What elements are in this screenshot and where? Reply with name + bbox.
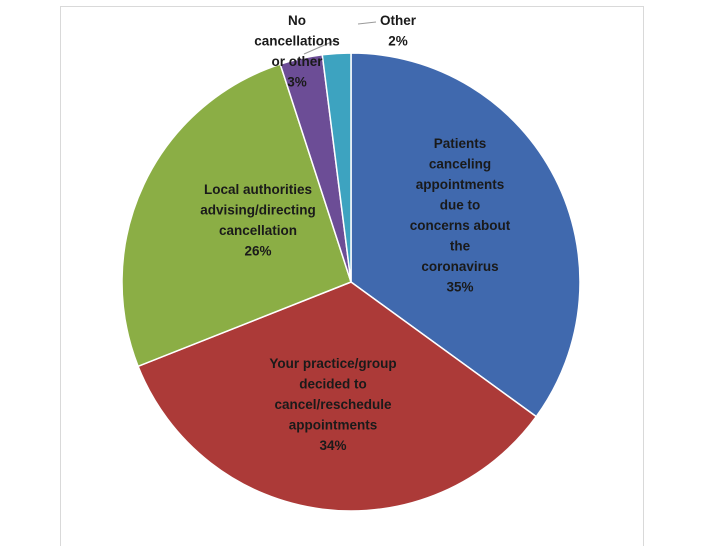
slice-label-line: concerns about — [410, 218, 511, 233]
slice-label-line: cancel/reschedule — [274, 397, 392, 412]
chart-frame — [60, 6, 644, 546]
slice-percent-2: 26% — [244, 244, 271, 259]
slice-labels: Patients canceling appointments due to conce… — [200, 13, 511, 453]
slice-label-line: Your practice/group — [269, 356, 396, 371]
slice-percent-1: 34% — [319, 438, 346, 453]
slice-label-line: due to — [440, 198, 481, 213]
slice-label-4: Other 2% — [380, 13, 417, 49]
slice-label-line: or other — [271, 54, 323, 69]
slice-label-line: Patients — [434, 136, 487, 151]
pie-slice-4 — [321, 52, 352, 283]
slice-label-line: decided to — [299, 377, 367, 392]
slice-percent-3: 3% — [287, 75, 307, 90]
pie-slice-0 — [350, 52, 581, 418]
slice-label-line: cancellation — [219, 223, 297, 238]
slice-label-line: cancellations — [254, 34, 340, 49]
slice-label-line: canceling — [429, 157, 491, 172]
leader-lines — [303, 21, 377, 55]
slice-label-line: advising/directing — [200, 203, 316, 218]
slice-label-line: No — [288, 13, 306, 28]
slice-label-1: Your practice/group decided to cancel/resc… — [269, 356, 396, 453]
slice-percent-4: 2% — [388, 34, 408, 49]
slice-percent-0: 35% — [446, 280, 473, 295]
slice-label-0: Patients canceling appointments due to conce… — [410, 136, 511, 295]
slice-label-line: the — [450, 239, 471, 254]
slice-label-line: coronavirus — [421, 259, 498, 274]
leader-line-0 — [303, 39, 337, 55]
slice-label-line: Local authorities — [204, 182, 312, 197]
pie-slice-1 — [137, 281, 538, 512]
leader-line-1 — [357, 21, 377, 25]
slice-label-line: Other — [380, 13, 417, 28]
pie-slices — [121, 52, 581, 512]
pie-slice-2 — [121, 63, 352, 368]
slice-label-line: appointments — [416, 177, 505, 192]
slice-label-line: appointments — [289, 418, 378, 433]
slice-label-2: Local authorities advising/directing cance… — [200, 182, 316, 259]
slice-label-3: No cancellations or other 3% — [254, 13, 340, 90]
